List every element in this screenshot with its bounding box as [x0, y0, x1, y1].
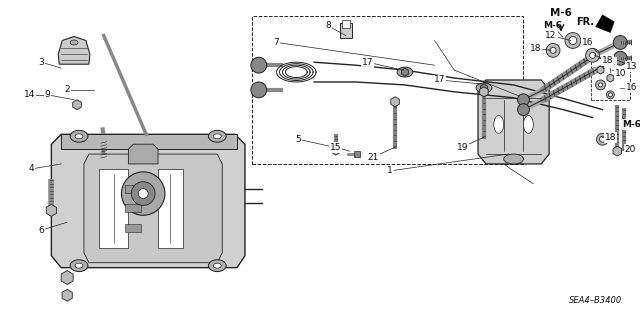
Text: 10: 10 — [614, 69, 626, 78]
Circle shape — [609, 93, 612, 97]
Ellipse shape — [75, 134, 83, 139]
Ellipse shape — [70, 40, 78, 45]
Circle shape — [251, 57, 267, 73]
Ellipse shape — [397, 67, 413, 77]
Ellipse shape — [209, 260, 226, 271]
Text: 2: 2 — [65, 85, 70, 94]
Ellipse shape — [70, 260, 88, 271]
Bar — [125, 185, 141, 193]
Text: 12: 12 — [545, 31, 557, 40]
Text: 18: 18 — [529, 44, 541, 53]
Text: M-6: M-6 — [543, 21, 563, 30]
Text: 1: 1 — [387, 166, 393, 175]
Bar — [342, 20, 349, 28]
Text: 18: 18 — [605, 133, 616, 142]
Circle shape — [589, 52, 596, 58]
Polygon shape — [129, 144, 158, 164]
Polygon shape — [596, 15, 614, 33]
Circle shape — [598, 83, 602, 87]
Ellipse shape — [524, 115, 533, 133]
Circle shape — [586, 48, 600, 62]
Polygon shape — [61, 271, 73, 285]
Text: 17: 17 — [362, 58, 373, 67]
Ellipse shape — [213, 263, 221, 268]
Polygon shape — [478, 80, 549, 164]
Circle shape — [607, 91, 614, 99]
Circle shape — [565, 33, 580, 48]
Polygon shape — [62, 289, 72, 301]
Polygon shape — [481, 84, 488, 92]
Circle shape — [546, 43, 560, 57]
Text: 7: 7 — [274, 38, 280, 47]
Text: 19: 19 — [456, 143, 468, 152]
Circle shape — [569, 37, 577, 44]
Ellipse shape — [70, 130, 88, 142]
Ellipse shape — [209, 130, 226, 142]
Text: 6: 6 — [38, 226, 44, 234]
Text: 14: 14 — [24, 90, 35, 99]
Polygon shape — [73, 100, 81, 110]
Bar — [353, 151, 360, 157]
Text: 16: 16 — [627, 83, 638, 93]
Bar — [125, 224, 141, 232]
Polygon shape — [632, 53, 640, 63]
Text: 15: 15 — [330, 143, 342, 152]
Polygon shape — [84, 154, 222, 263]
Ellipse shape — [75, 263, 83, 268]
Ellipse shape — [494, 115, 504, 133]
Text: M-6: M-6 — [550, 8, 572, 18]
Circle shape — [613, 51, 627, 65]
Circle shape — [518, 104, 529, 115]
Bar — [125, 204, 141, 212]
Polygon shape — [332, 147, 339, 155]
Polygon shape — [51, 134, 245, 268]
Text: FR.: FR. — [577, 17, 595, 27]
Polygon shape — [632, 38, 640, 48]
Text: 21: 21 — [367, 152, 379, 161]
Text: 4: 4 — [29, 164, 35, 174]
Text: 5: 5 — [296, 135, 301, 144]
Bar — [99, 169, 129, 248]
Polygon shape — [607, 74, 614, 82]
Bar — [252, 16, 524, 164]
Circle shape — [122, 172, 165, 215]
Text: 20: 20 — [625, 145, 636, 154]
Circle shape — [518, 94, 529, 106]
Text: 9: 9 — [45, 90, 51, 99]
Bar — [158, 169, 182, 248]
Polygon shape — [597, 66, 604, 74]
Polygon shape — [479, 87, 488, 97]
Text: 13: 13 — [627, 62, 638, 71]
Circle shape — [550, 48, 556, 53]
Polygon shape — [401, 68, 408, 76]
Circle shape — [251, 82, 267, 98]
Text: 18: 18 — [602, 56, 613, 65]
Circle shape — [613, 35, 627, 49]
Polygon shape — [391, 97, 399, 107]
Polygon shape — [613, 146, 621, 156]
Ellipse shape — [504, 154, 524, 164]
Circle shape — [596, 80, 605, 90]
Text: M-6: M-6 — [623, 120, 640, 129]
Ellipse shape — [476, 83, 492, 93]
Text: 8: 8 — [325, 21, 331, 30]
Text: 17: 17 — [434, 76, 445, 85]
Polygon shape — [58, 37, 90, 64]
Circle shape — [600, 136, 605, 142]
Text: 16: 16 — [582, 38, 593, 47]
Ellipse shape — [213, 134, 221, 139]
Text: 11: 11 — [605, 58, 616, 67]
Circle shape — [596, 133, 609, 145]
Bar — [61, 134, 237, 149]
Text: 3: 3 — [38, 58, 44, 67]
Circle shape — [131, 182, 155, 205]
Text: SEA4–B3400: SEA4–B3400 — [569, 296, 622, 305]
Polygon shape — [46, 204, 56, 216]
Bar — [591, 58, 630, 100]
Circle shape — [138, 189, 148, 198]
Bar — [340, 23, 351, 38]
